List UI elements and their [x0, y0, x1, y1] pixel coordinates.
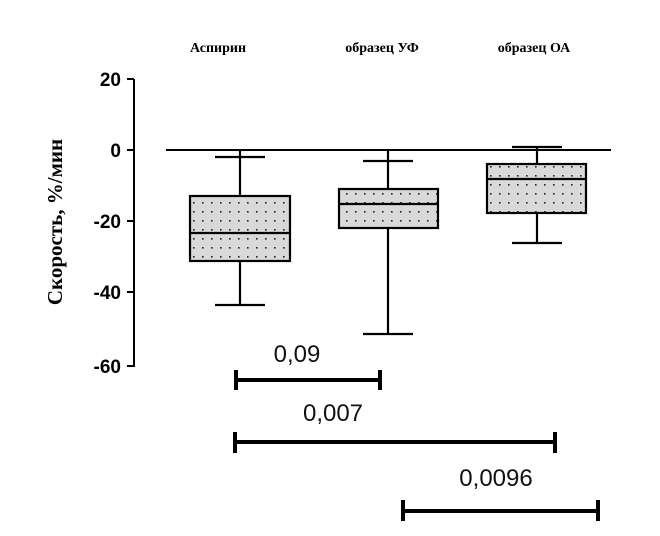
box-oa — [485, 145, 588, 245]
significance-bar-aspirin-oa — [233, 432, 557, 453]
y-tick-minus-40: -40 — [94, 283, 121, 304]
p-value-aspirin-uf: 0,09 — [274, 341, 321, 368]
box-uf — [337, 150, 440, 336]
y-tick-minus-20: -20 — [94, 212, 121, 233]
category-label-oa: образец ОА — [498, 41, 571, 56]
category-label-uf: образец УФ — [345, 41, 418, 56]
box-aspirin — [188, 150, 292, 307]
p-value-aspirin-oa: 0,007 — [303, 400, 363, 427]
y-axis — [127, 78, 135, 367]
p-value-uf-oa: 0,0096 — [459, 465, 532, 492]
y-tick-0: 0 — [110, 141, 121, 162]
y-tick-20: 20 — [100, 70, 121, 91]
y-tick-minus-60: -60 — [94, 357, 121, 378]
significance-bar-uf-oa — [401, 500, 600, 521]
significance-bar-aspirin-uf — [234, 370, 382, 390]
category-label-aspirin: Аспирин — [190, 41, 246, 56]
y-axis-label: Скорость, %/мин — [43, 139, 67, 305]
